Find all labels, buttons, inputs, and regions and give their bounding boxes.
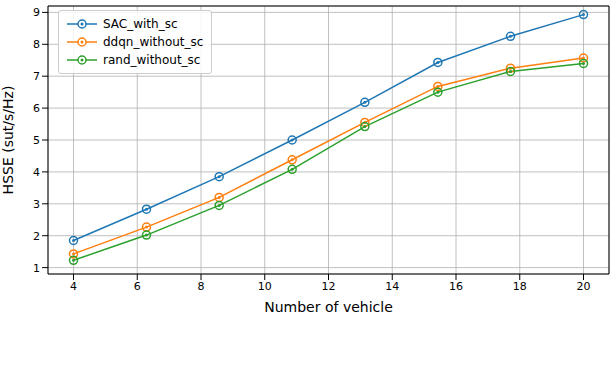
svg-text:7: 7 [33,70,40,83]
svg-text:8: 8 [198,280,205,293]
html-text:SAC_with_sc: SAC_with_sc [103,17,178,31]
svg-text:6: 6 [33,102,40,115]
svg-text:Number of vehicle: Number of vehicle [264,299,393,315]
svg-text:20: 20 [577,280,591,293]
svg-text:14: 14 [385,280,399,293]
svg-text:HSSE (sut/s/Hz): HSSE (sut/s/Hz) [8,86,16,195]
html-text:rand_without_sc: rand_without_sc [103,53,201,67]
svg-text:10: 10 [258,280,272,293]
svg-text:5: 5 [33,134,40,147]
svg-text:4: 4 [33,166,40,179]
svg-text:9: 9 [33,6,40,19]
svg-text:16: 16 [449,280,463,293]
svg-text:3: 3 [33,198,40,211]
svg-text:12: 12 [322,280,336,293]
svg-text:8: 8 [33,38,40,51]
html-text:ddqn_without_sc: ddqn_without_sc [103,35,204,49]
svg-text:1: 1 [33,262,40,275]
svg-text:2: 2 [33,230,40,243]
svg-text:6: 6 [134,280,141,293]
svg-text:18: 18 [513,280,527,293]
svg-text:4: 4 [70,280,77,293]
